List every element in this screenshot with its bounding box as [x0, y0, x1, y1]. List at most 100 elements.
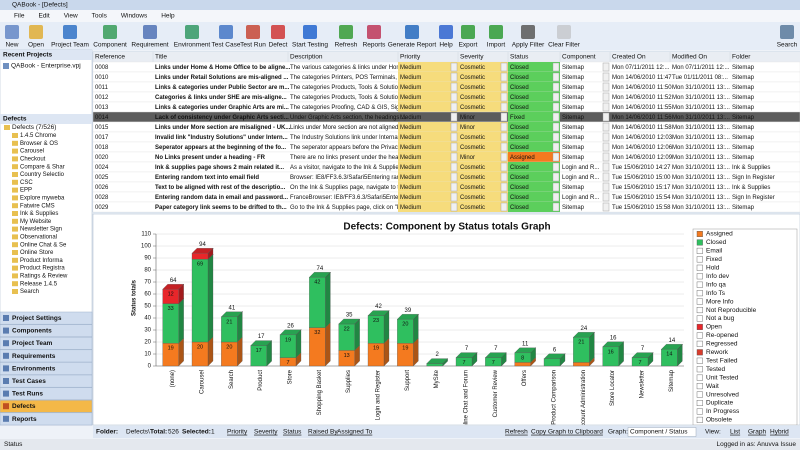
graph-bar-link[interactable]: Severity [254, 429, 278, 436]
dropdown-button[interactable] [450, 202, 458, 212]
menu-item[interactable]: View [64, 13, 78, 20]
dropdown-button[interactable] [450, 142, 458, 152]
dropdown-button[interactable] [602, 182, 610, 192]
graph-bar-link[interactable]: Priority [227, 429, 248, 436]
dropdown-button[interactable] [602, 82, 610, 92]
dropdown-button[interactable] [450, 122, 458, 132]
tree-item[interactable]: Ink & Supplies [20, 211, 58, 217]
toolbar-icon[interactable] [185, 25, 199, 39]
nav-label[interactable]: Project Team [12, 340, 53, 347]
nav-label[interactable]: Requirements [12, 353, 56, 360]
dropdown-button[interactable] [602, 152, 610, 162]
dropdown-button[interactable] [602, 132, 610, 142]
menu-item[interactable]: Tools [92, 13, 108, 20]
dropdown-button[interactable] [450, 102, 458, 112]
dropdown-button[interactable] [602, 112, 610, 122]
nav-button[interactable] [0, 399, 93, 413]
nav-button[interactable] [0, 387, 93, 401]
dropdown-button[interactable] [602, 62, 610, 72]
dropdown-button[interactable] [450, 162, 458, 172]
toolbar-label[interactable]: Search [777, 42, 798, 49]
graph-bar-link[interactable]: Status [283, 429, 302, 436]
toolbar-icon[interactable] [439, 25, 453, 39]
graph-bar-link[interactable]: Graph [748, 429, 766, 436]
dropdown-button[interactable] [602, 172, 610, 182]
graph-bar-link[interactable]: Refresh [505, 429, 528, 436]
tree-item[interactable]: Explore myweba [20, 195, 65, 201]
tree-item[interactable]: 1.4.5 Chrome [20, 133, 57, 139]
dropdown-button[interactable] [500, 62, 508, 72]
toolbar-label[interactable]: Requirement [131, 42, 168, 49]
dropdown-button[interactable] [602, 162, 610, 172]
dropdown-button[interactable] [552, 72, 560, 82]
toolbar-label[interactable]: Apply Filter [512, 42, 545, 49]
dropdown-button[interactable] [500, 142, 508, 152]
tree-item[interactable]: Search [20, 289, 39, 295]
graph-bar-link[interactable]: Copy Graph to Clipboard [531, 429, 603, 436]
tree-root[interactable]: Defects (7/526) [12, 124, 56, 131]
dropdown-button[interactable] [500, 152, 508, 162]
tree-item[interactable]: Online Store [20, 250, 54, 256]
nav-button[interactable] [0, 374, 93, 388]
dropdown-button[interactable] [602, 102, 610, 112]
toolbar-icon[interactable] [367, 25, 381, 39]
dropdown-button[interactable] [552, 182, 560, 192]
dropdown-button[interactable] [450, 132, 458, 142]
dropdown-button[interactable] [500, 112, 508, 122]
column-header[interactable]: Folder [732, 54, 751, 61]
tree-item[interactable]: Country Selectio [20, 172, 65, 178]
column-header[interactable]: Status [510, 54, 529, 61]
dropdown-button[interactable] [602, 122, 610, 132]
graph-bar-link[interactable]: Hybrid [770, 429, 789, 436]
nav-button[interactable] [0, 324, 93, 338]
toolbar-label[interactable]: Component [93, 42, 127, 49]
tree-item[interactable]: Compare & Shar [20, 164, 65, 170]
toolbar-icon[interactable] [219, 25, 233, 39]
tree-item[interactable]: Carousel [20, 149, 44, 155]
dropdown-button[interactable] [552, 122, 560, 132]
column-header[interactable]: Title [155, 54, 167, 61]
tree-item[interactable]: Product Informa [20, 258, 63, 264]
toolbar-label[interactable]: Export [459, 42, 478, 49]
nav-label[interactable]: Project Settings [12, 315, 62, 322]
dropdown-button[interactable] [552, 172, 560, 182]
toolbar-icon[interactable] [339, 25, 353, 39]
toolbar-label[interactable]: Clear Filter [548, 42, 581, 49]
toolbar-icon[interactable] [63, 25, 77, 39]
dropdown-button[interactable] [552, 202, 560, 212]
tree-item[interactable]: Observational [20, 234, 57, 240]
graph-bar-text[interactable]: Component / Status [630, 429, 688, 436]
toolbar-label[interactable]: Help [439, 42, 453, 49]
graph-bar-link[interactable]: Assigned To [337, 429, 373, 436]
dropdown-button[interactable] [500, 132, 508, 142]
column-header[interactable]: Priority [400, 54, 421, 61]
column-header[interactable]: Modified On [672, 54, 707, 61]
nav-button[interactable] [0, 311, 93, 325]
toolbar-label[interactable]: Import [487, 42, 506, 49]
dropdown-button[interactable] [602, 142, 610, 152]
toolbar-icon[interactable] [29, 25, 43, 39]
dropdown-button[interactable] [450, 192, 458, 202]
toolbar-icon[interactable] [780, 25, 794, 39]
toolbar-icon[interactable] [521, 25, 535, 39]
nav-button[interactable] [0, 412, 93, 426]
toolbar-icon[interactable] [246, 25, 260, 39]
nav-label[interactable]: Components [12, 328, 52, 335]
dropdown-button[interactable] [450, 82, 458, 92]
nav-button[interactable] [0, 362, 93, 375]
toolbar-label[interactable]: Reports [363, 42, 387, 49]
column-header[interactable]: Reference [95, 54, 125, 61]
column-header[interactable]: Component [562, 54, 596, 61]
nav-label[interactable]: Defects [12, 403, 36, 410]
tree-item[interactable]: EPP [20, 188, 32, 194]
dropdown-button[interactable] [500, 182, 508, 192]
dropdown-button[interactable] [500, 122, 508, 132]
dropdown-button[interactable] [552, 62, 560, 72]
tree-item[interactable]: Product Registra [20, 266, 65, 272]
tree-item[interactable]: Online Chat & Se [20, 242, 67, 248]
toolbar-icon[interactable] [405, 25, 419, 39]
tree-item[interactable]: Checkout [20, 156, 46, 162]
recent-project[interactable]: QABook - Enterprise.vpj [11, 63, 81, 70]
dropdown-button[interactable] [552, 92, 560, 102]
toolbar-icon[interactable] [489, 25, 503, 39]
